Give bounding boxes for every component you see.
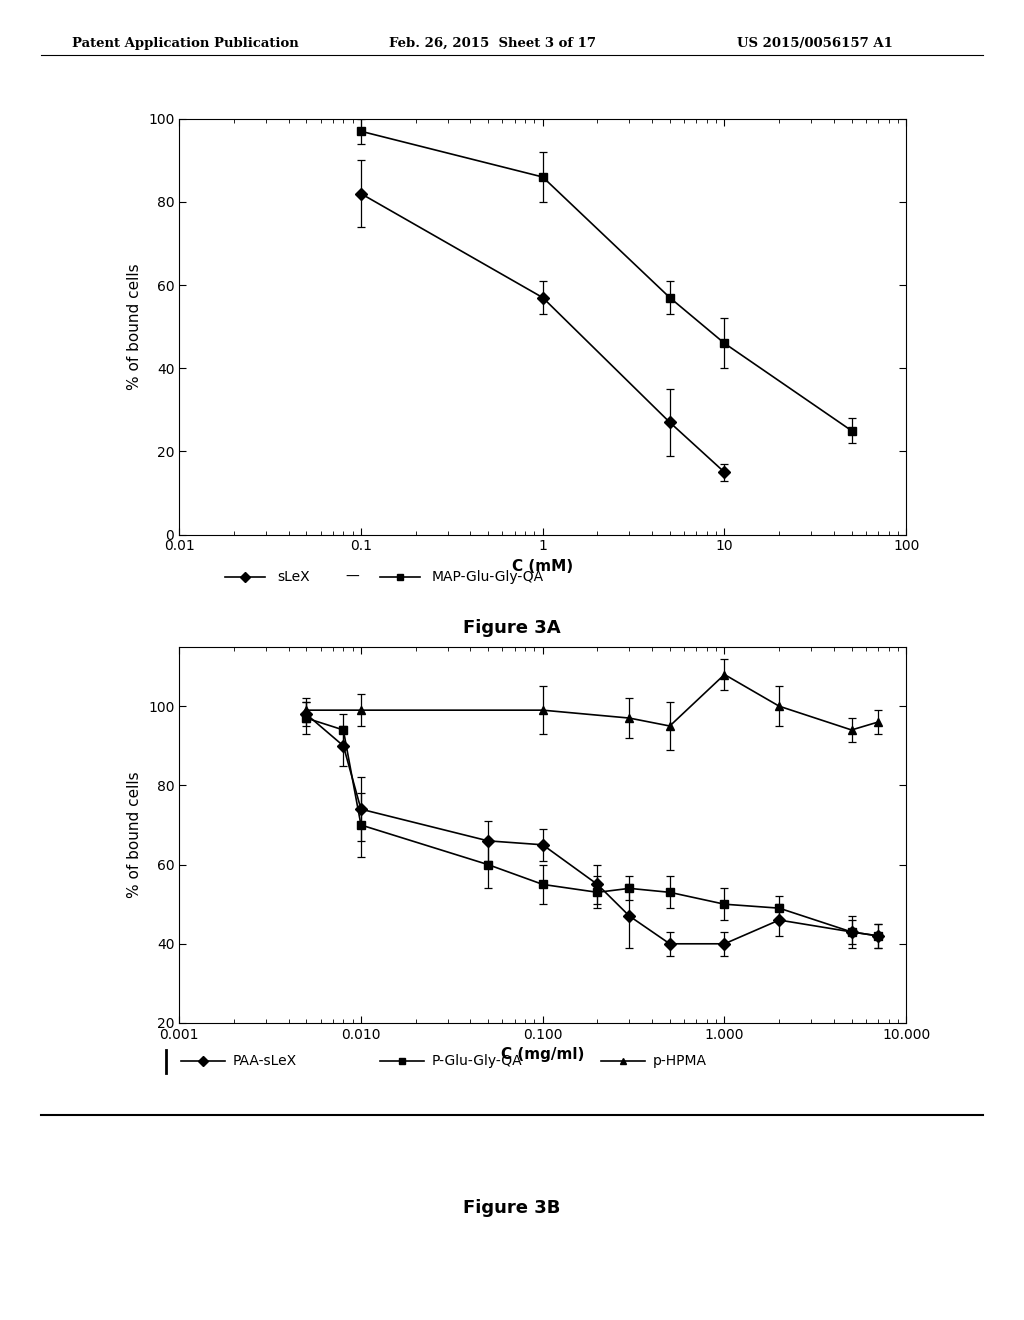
Text: MAP-Glu-Gly-QA: MAP-Glu-Gly-QA <box>432 570 544 583</box>
Y-axis label: % of bound cells: % of bound cells <box>127 264 142 389</box>
Text: PAA-sLeX: PAA-sLeX <box>232 1055 297 1068</box>
Text: Figure 3A: Figure 3A <box>463 619 561 638</box>
Text: P-Glu-Gly-QA: P-Glu-Gly-QA <box>431 1055 522 1068</box>
Text: sLeX: sLeX <box>276 570 309 583</box>
Text: Figure 3B: Figure 3B <box>463 1199 561 1217</box>
Text: US 2015/0056157 A1: US 2015/0056157 A1 <box>737 37 893 50</box>
Text: —: — <box>346 570 359 583</box>
X-axis label: C (mM): C (mM) <box>512 558 573 574</box>
Text: Feb. 26, 2015  Sheet 3 of 17: Feb. 26, 2015 Sheet 3 of 17 <box>389 37 596 50</box>
X-axis label: C (mg/ml): C (mg/ml) <box>501 1047 585 1063</box>
Text: Patent Application Publication: Patent Application Publication <box>72 37 298 50</box>
Y-axis label: % of bound cells: % of bound cells <box>127 772 142 898</box>
Text: p-HPMA: p-HPMA <box>652 1055 707 1068</box>
